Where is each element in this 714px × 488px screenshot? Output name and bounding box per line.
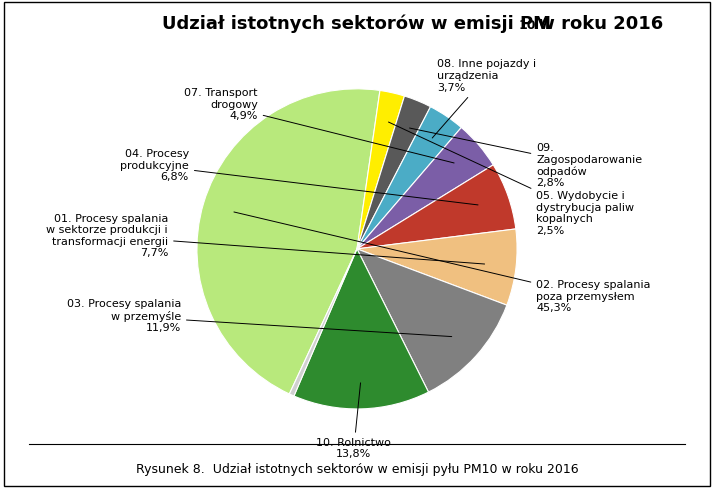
Wedge shape xyxy=(197,89,380,394)
Text: 10: 10 xyxy=(518,19,536,32)
Text: Rysunek 8.  Udział istotnych sektorów w emisji pyłu PM10 w roku 2016: Rysunek 8. Udział istotnych sektorów w e… xyxy=(136,463,578,476)
Wedge shape xyxy=(357,107,461,249)
Wedge shape xyxy=(357,165,516,249)
Text: 08. Inne pojazdy i
urządzenia
3,7%: 08. Inne pojazdy i urządzenia 3,7% xyxy=(432,60,536,138)
Wedge shape xyxy=(294,249,428,409)
Text: 10. Rolnictwo
13,8%: 10. Rolnictwo 13,8% xyxy=(316,383,391,459)
Wedge shape xyxy=(357,90,404,249)
Wedge shape xyxy=(357,127,493,249)
Text: 04. Procesy
produkcyjne
6,8%: 04. Procesy produkcyjne 6,8% xyxy=(120,149,478,205)
Wedge shape xyxy=(357,229,517,305)
Text: 02. Procesy spalania
poza przemysłem
45,3%: 02. Procesy spalania poza przemysłem 45,… xyxy=(234,212,650,313)
Text: 09.
Zagospodarowanie
odpadów
2,8%: 09. Zagospodarowanie odpadów 2,8% xyxy=(410,128,643,188)
Text: 07. Transport
drogowy
4,9%: 07. Transport drogowy 4,9% xyxy=(184,88,454,163)
Wedge shape xyxy=(357,96,431,249)
Text: 05. Wydobycie i
dystrybucja paliw
kopalnych
2,5%: 05. Wydobycie i dystrybucja paliw kopaln… xyxy=(388,122,635,236)
Text: 01. Procesy spalania
w sektorze produkcji i
transformacji energii
7,7%: 01. Procesy spalania w sektorze produkcj… xyxy=(46,214,485,264)
Text: 03. Procesy spalania
w przemyśle
11,9%: 03. Procesy spalania w przemyśle 11,9% xyxy=(66,299,452,337)
Wedge shape xyxy=(289,249,357,396)
Text: w roku 2016: w roku 2016 xyxy=(532,15,663,33)
Text: Udział istotnych sektorów w emisji PM: Udział istotnych sektorów w emisji PM xyxy=(163,15,551,33)
Wedge shape xyxy=(357,249,507,392)
